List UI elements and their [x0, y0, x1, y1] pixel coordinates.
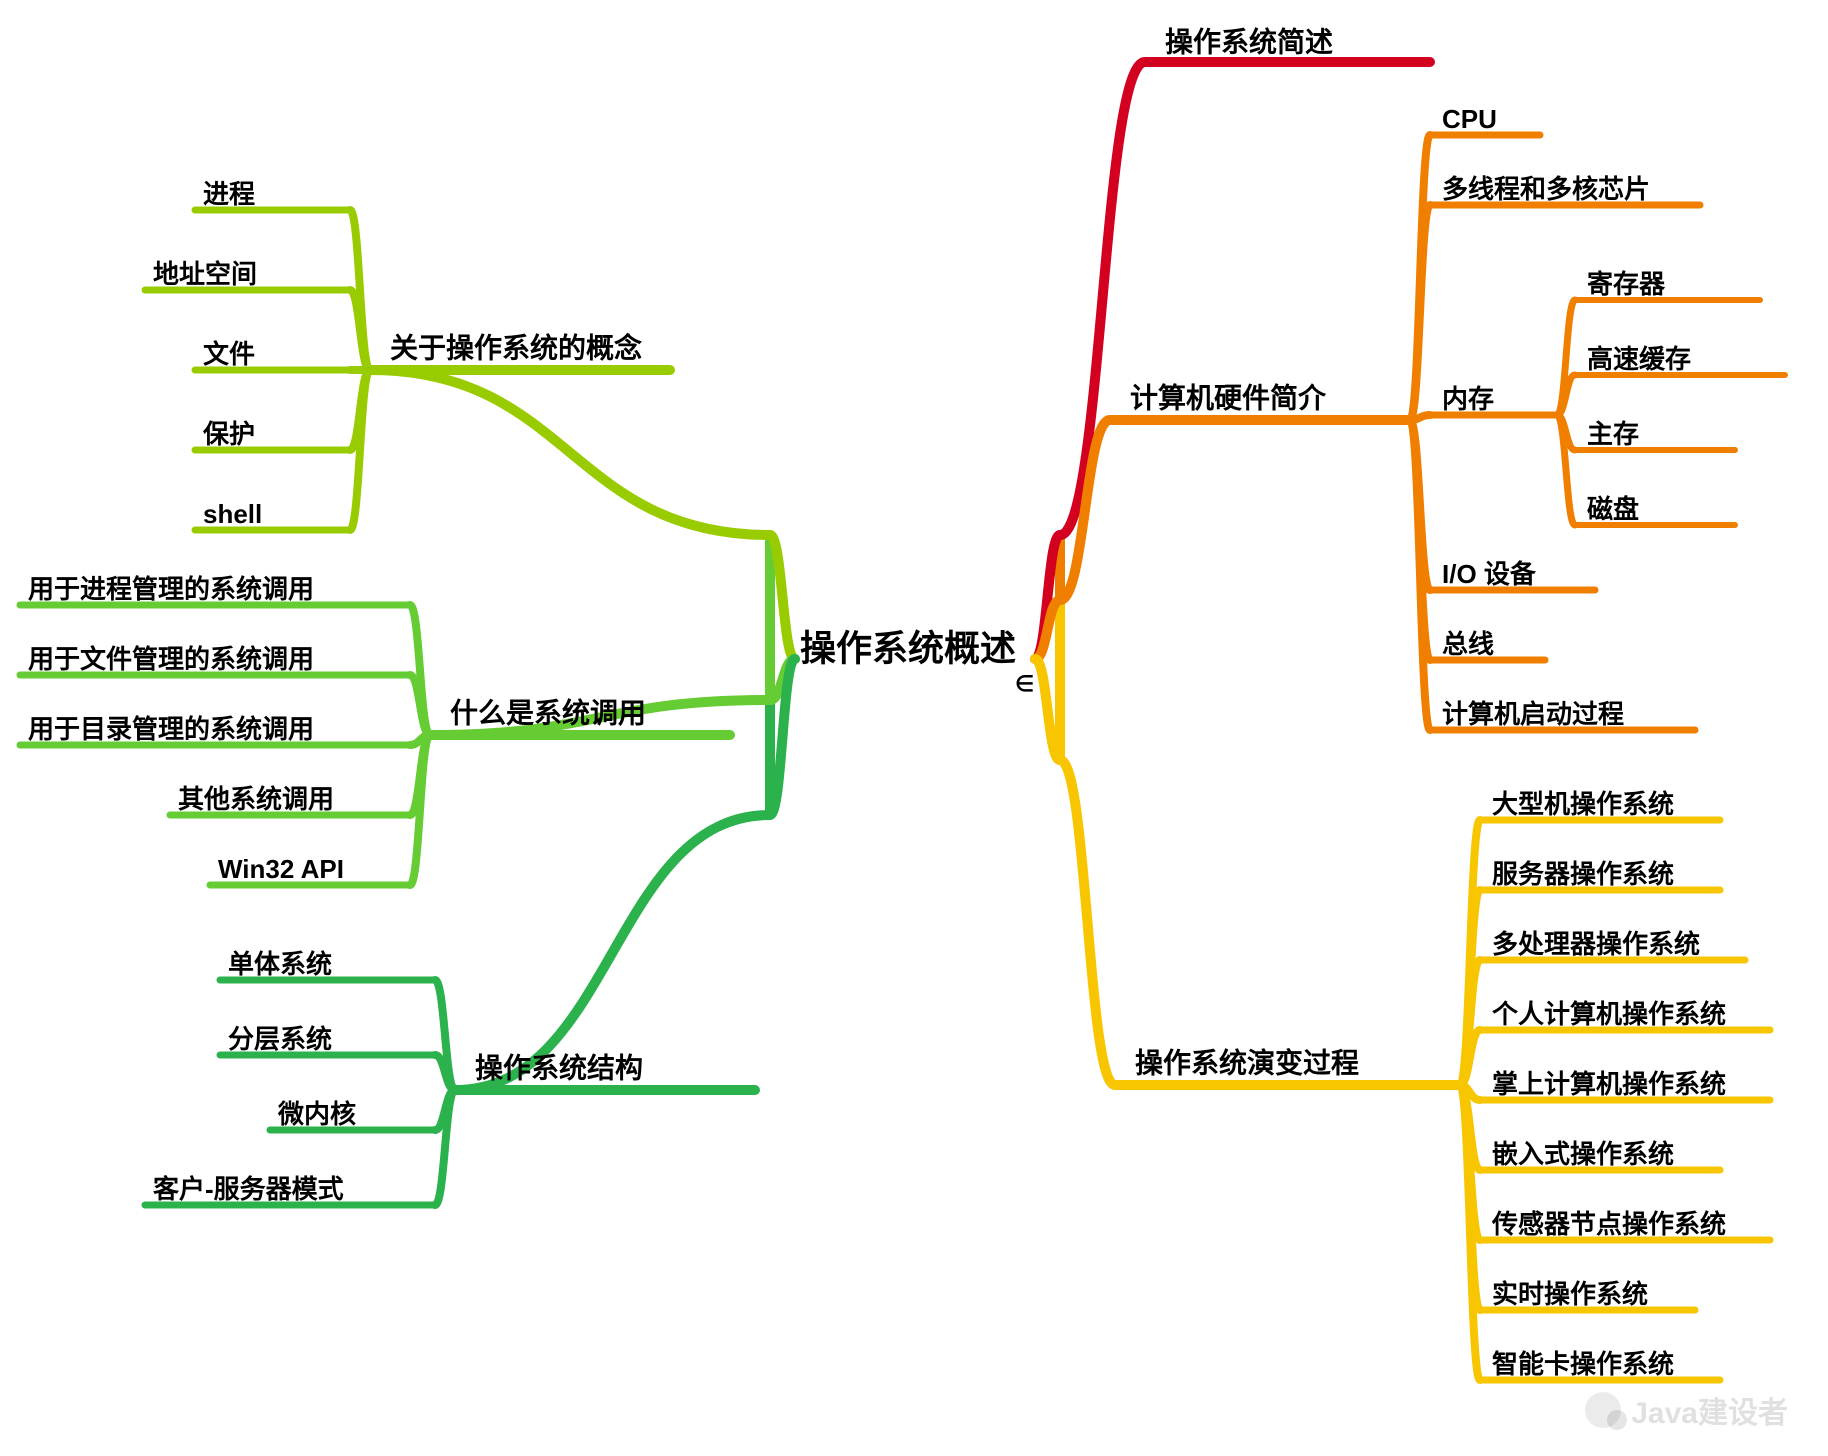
- branch-b4-stem: [1060, 62, 1145, 535]
- leaf-b2c2-label: 用于文件管理的系统调用: [28, 644, 314, 674]
- leaf-b1c4-label: 保护: [202, 419, 255, 449]
- leaf-b5c4-label: I/O 设备: [1442, 559, 1537, 589]
- leaf-b6c3-label: 多处理器操作系统: [1492, 929, 1700, 959]
- leaf-b5c3a-label: 寄存器: [1587, 269, 1666, 299]
- branch-b6-stem: [1060, 760, 1115, 1085]
- leaf-b1c3-label: 文件: [203, 339, 255, 369]
- leaf-b6c9-label: 智能卡操作系统: [1492, 1349, 1674, 1379]
- leaf-b5c3b-label: 高速缓存: [1587, 344, 1691, 374]
- leaf-b6c2-label: 服务器操作系统: [1492, 859, 1674, 889]
- branch-b1-stem: [370, 370, 770, 535]
- branch-b3-label: 操作系统结构: [475, 1051, 643, 1083]
- leaf-b3c2-label: 分层系统: [228, 1024, 332, 1054]
- leaf-b1c1-label: 进程: [203, 179, 255, 209]
- root-node: 操作系统概述: [800, 628, 1016, 669]
- leaf-b5c3d-label: 磁盘: [1587, 494, 1639, 524]
- leaf-b3c1-label: 单体系统: [228, 949, 332, 979]
- leaf-b2c3-label: 用于目录管理的系统调用: [28, 714, 314, 744]
- leaf-b5c3-label: 内存: [1442, 384, 1494, 414]
- leaf-b6c4-label: 个人计算机操作系统: [1492, 999, 1726, 1029]
- root-glyph: ∈: [1015, 671, 1034, 696]
- leaf-b6c5-label: 掌上计算机操作系统: [1492, 1069, 1726, 1099]
- leaf-b6c8-label: 实时操作系统: [1492, 1279, 1648, 1309]
- leaf-b6c1-label: 大型机操作系统: [1492, 789, 1674, 819]
- leaf-b2c5-label: Win32 API: [218, 854, 344, 884]
- leaf-b3c4-label: 客户-服务器模式: [153, 1174, 344, 1204]
- leaf-b5c6-label: 计算机启动过程: [1442, 699, 1624, 729]
- leaf-b5c2-label: 多线程和多核芯片: [1442, 174, 1650, 204]
- branch-b2-label: 什么是系统调用: [450, 696, 646, 728]
- branch-b1-label: 关于操作系统的概念: [390, 331, 642, 363]
- leaf-b5c3c-label: 主存: [1587, 419, 1639, 449]
- branch-b6-label: 操作系统演变过程: [1135, 1046, 1359, 1078]
- branch-b5-label: 计算机硬件简介: [1130, 381, 1327, 413]
- leaf-b2c1-label: 用于进程管理的系统调用: [28, 574, 314, 604]
- leaf-b6c6-label: 嵌入式操作系统: [1492, 1139, 1674, 1169]
- leaf-b1c5-label: shell: [203, 499, 262, 529]
- leaf-b3c3-label: 微内核: [277, 1099, 356, 1129]
- leaf-b5c1-label: CPU: [1442, 104, 1497, 134]
- branch-b4-label: 操作系统简述: [1165, 25, 1333, 57]
- leaf-b6c7-label: 传感器节点操作系统: [1491, 1209, 1726, 1239]
- leaf-b1c2-label: 地址空间: [153, 259, 257, 289]
- mindmap-canvas: 操作系统概述∈关于操作系统的概念进程地址空间文件保护shell什么是系统调用用于…: [0, 0, 1828, 1456]
- branch-b3-stem: [455, 815, 770, 1090]
- leaf-b5c5-label: 总线: [1442, 629, 1494, 659]
- leaf-b2c4-label: 其他系统调用: [178, 784, 334, 814]
